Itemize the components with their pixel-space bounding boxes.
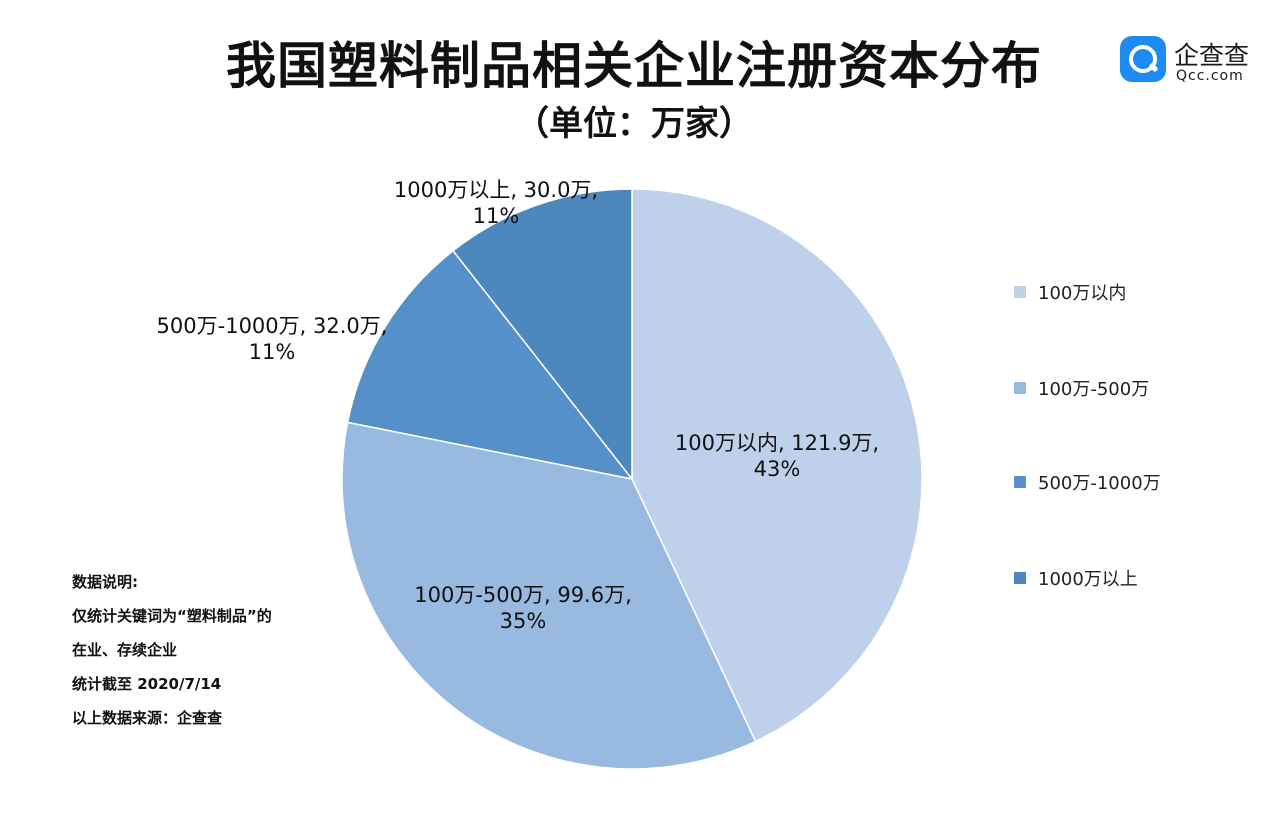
- legend-label: 500万-1000万: [1038, 473, 1161, 494]
- data-label-3: 500万-1000万, 32.0万, 11%: [157, 314, 388, 364]
- note-line-3: 在业、存续企业: [72, 641, 178, 659]
- legend-label: 100万以内: [1038, 283, 1127, 304]
- pie-slice-1: [631, 188, 923, 743]
- legend-item-2: 100万-500万: [1014, 375, 1149, 401]
- data-label-4: 1000万以上, 30.0万, 11%: [394, 178, 598, 228]
- note-line-4: 统计截至 2020/7/14: [72, 675, 222, 693]
- legend-swatch: [1014, 476, 1026, 488]
- legend-label: 100万-500万: [1038, 379, 1150, 400]
- legend-swatch: [1014, 572, 1026, 584]
- pie-slice-2: [341, 421, 757, 770]
- note-line-5: 以上数据来源：企查查: [72, 709, 223, 727]
- data-label-1: 100万以内, 121.9万, 43%: [675, 431, 879, 481]
- data-label-2: 100万-500万, 99.6万, 35%: [414, 583, 632, 633]
- pie-slice-3: [346, 249, 634, 481]
- logo-name-cn: 企查查: [1174, 41, 1250, 70]
- legend-swatch: [1014, 286, 1026, 298]
- pie-slice-4: [452, 188, 633, 482]
- legend-item-1: 100万以内: [1014, 279, 1126, 305]
- chart-title: 我国塑料制品相关企业注册资本分布: [226, 37, 1042, 95]
- note-line-2: 仅统计关键词为“塑料制品”的: [72, 607, 272, 625]
- qcc-logo: 企查查 Qcc.com: [1120, 36, 1260, 92]
- legend-swatch: [1014, 382, 1026, 394]
- note-line-1: 数据说明:: [72, 573, 138, 591]
- legend-item-3: 500万-1000万: [1014, 469, 1161, 495]
- legend-item-4: 1000万以上: [1014, 565, 1138, 591]
- chart-subtitle: （单位：万家）: [515, 104, 753, 144]
- logo-name-en: Qcc.com: [1176, 68, 1244, 84]
- search-logo-icon: [1120, 36, 1166, 82]
- legend-label: 1000万以上: [1038, 569, 1138, 590]
- data-notes: 数据说明: 仅统计关键词为“塑料制品”的 在业、存续企业 统计截至 2020/7…: [72, 572, 272, 742]
